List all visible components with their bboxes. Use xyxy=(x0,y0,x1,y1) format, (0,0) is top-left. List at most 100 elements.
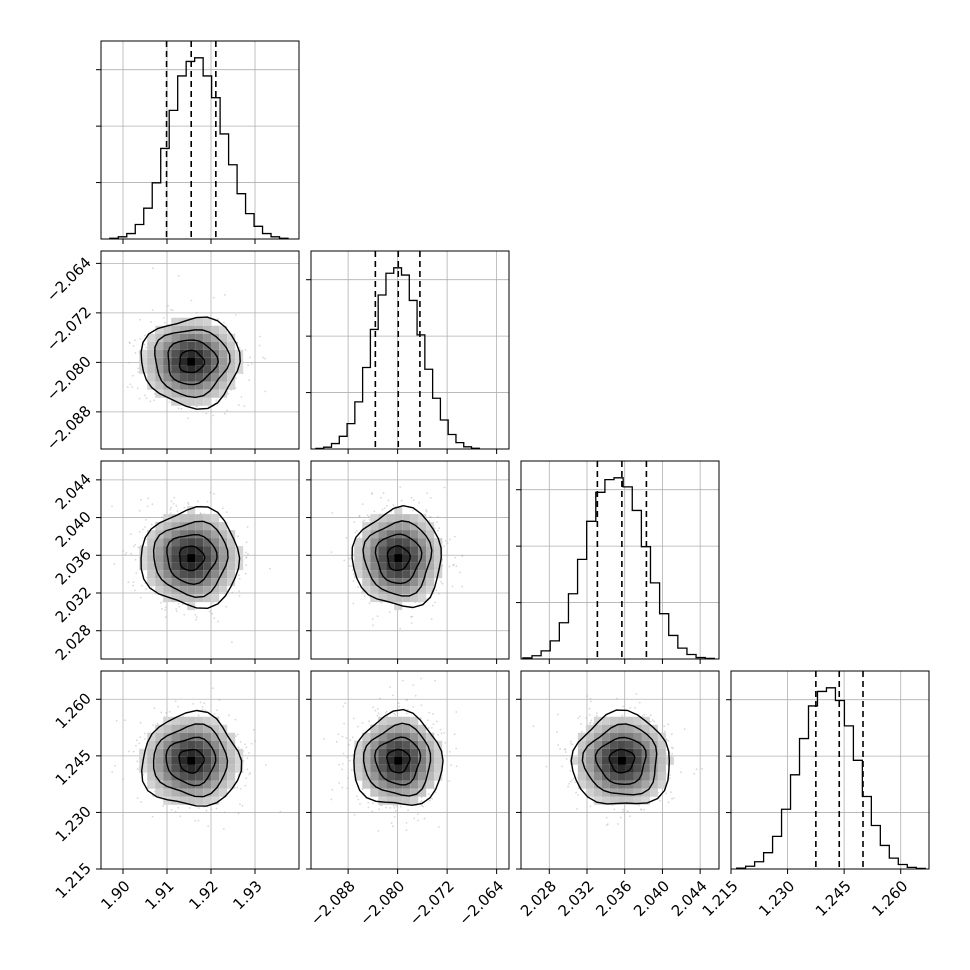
scatter-panel-2-0 xyxy=(96,460,300,664)
density-cell xyxy=(195,796,204,805)
scatter-point xyxy=(222,828,225,830)
scatter-point xyxy=(649,714,652,717)
scatter-point xyxy=(342,752,345,755)
scatter-point xyxy=(385,806,387,809)
scatter-point xyxy=(125,552,128,554)
scatter-point xyxy=(352,580,355,582)
density-cell xyxy=(203,788,212,797)
density-cell xyxy=(179,373,188,382)
scatter-point xyxy=(371,810,374,813)
scatter-point xyxy=(671,797,673,800)
density-cell xyxy=(179,554,188,563)
density-cell xyxy=(187,317,196,326)
density-cell xyxy=(211,748,220,757)
scatter-point xyxy=(556,731,558,733)
scatter-point xyxy=(225,605,228,608)
scatter-point xyxy=(591,796,594,799)
contour-level xyxy=(351,504,442,609)
scatter-point xyxy=(250,742,253,745)
density-cell xyxy=(593,716,602,725)
scatter-point xyxy=(358,515,361,517)
density-cell xyxy=(577,764,586,773)
density-cell xyxy=(394,602,403,611)
density-cell xyxy=(179,333,188,342)
density-cell xyxy=(211,578,220,587)
density-cell xyxy=(585,780,594,789)
scatter-point xyxy=(234,314,237,316)
density-cell xyxy=(203,764,212,773)
density-cell xyxy=(378,594,387,603)
scatter-point xyxy=(244,572,247,575)
scatter-point xyxy=(187,501,189,504)
scatter-point xyxy=(196,405,199,408)
density-cell xyxy=(211,724,220,733)
density-cell xyxy=(227,333,236,342)
scatter-point xyxy=(613,808,616,811)
density-cell xyxy=(203,724,212,733)
scatter-point xyxy=(341,768,343,771)
scatter-point xyxy=(341,763,344,765)
scatter-point xyxy=(380,496,382,499)
scatter-point xyxy=(338,782,340,784)
density-cell xyxy=(211,594,220,603)
scatter-point xyxy=(419,717,422,719)
scatter-point xyxy=(235,377,237,379)
scatter-point xyxy=(589,697,592,700)
scatter-point xyxy=(453,535,456,538)
density-cell xyxy=(139,562,148,571)
density-cell xyxy=(155,732,164,741)
scatter-point xyxy=(371,618,374,620)
density-cell xyxy=(585,788,594,797)
scatter-point xyxy=(147,497,150,500)
density-cell xyxy=(434,756,443,765)
scatter-point xyxy=(353,814,356,816)
density-cell xyxy=(203,538,212,547)
density-cell xyxy=(378,554,387,563)
scatter-point xyxy=(175,608,178,610)
scatter-point xyxy=(665,738,668,741)
density-cell xyxy=(195,578,204,587)
density-cell xyxy=(577,780,586,789)
density-cell xyxy=(163,522,172,531)
scatter-point xyxy=(152,724,155,726)
density-cell xyxy=(354,554,363,563)
density-cell xyxy=(402,554,411,563)
density-cell xyxy=(394,562,403,571)
density-cell xyxy=(155,562,164,571)
scatter-point xyxy=(353,717,355,720)
scatter-point xyxy=(663,730,666,733)
density-cell xyxy=(171,764,180,773)
density-cell xyxy=(171,365,180,374)
scatter-point xyxy=(188,807,191,809)
density-cell xyxy=(219,373,228,382)
density-cell xyxy=(171,756,180,765)
scatter-point xyxy=(368,602,371,604)
scatter-point xyxy=(574,781,576,784)
density-cell xyxy=(410,796,419,805)
density-cell xyxy=(354,740,363,749)
density-cell xyxy=(593,756,602,765)
density-cell xyxy=(362,586,371,595)
density-cell xyxy=(203,780,212,789)
density-cell xyxy=(418,780,427,789)
scatter-point xyxy=(227,392,230,395)
scatter-point xyxy=(151,815,154,818)
scatter-point xyxy=(138,509,141,512)
density-cell xyxy=(601,716,610,725)
scatter-point xyxy=(145,588,148,591)
scatter-point xyxy=(410,622,413,624)
density-cell xyxy=(386,788,395,797)
density-cell xyxy=(370,570,379,579)
density-cell xyxy=(195,748,204,757)
density-cell xyxy=(386,514,395,523)
scatter-point xyxy=(405,712,408,715)
density-cell xyxy=(227,546,236,555)
scatter-point xyxy=(438,592,440,595)
scatter-point xyxy=(570,743,572,745)
density-cell xyxy=(171,748,180,757)
density-cell xyxy=(187,578,196,587)
density-cell xyxy=(195,397,204,406)
scatter-point xyxy=(248,379,251,382)
scatter-point xyxy=(589,721,592,724)
scatter-point xyxy=(128,750,130,753)
